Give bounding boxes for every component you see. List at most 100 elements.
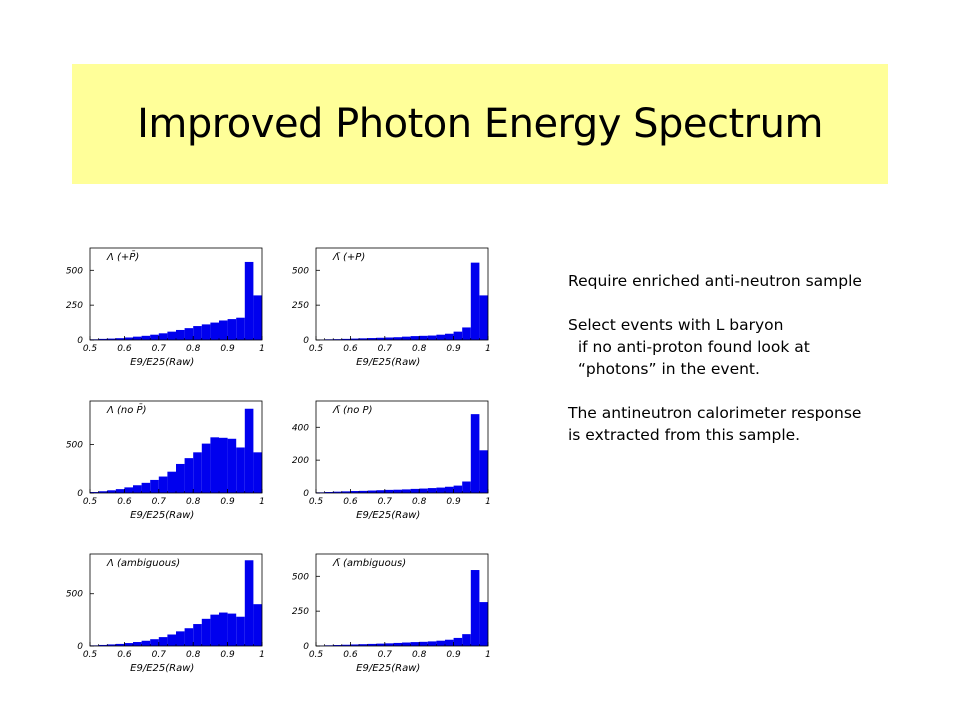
- histogram-bar: [384, 337, 394, 340]
- x-tick-label: 0.6: [343, 650, 358, 660]
- histogram-bar: [236, 447, 245, 493]
- slide-title: Improved Photon Energy Spectrum: [137, 101, 823, 147]
- histogram-bar: [445, 486, 454, 493]
- histogram-bar: [427, 641, 437, 646]
- histogram-4: 0.5 0.6 0.7 0.8 0.9 1 0 200 400 Λ̄ (no P) E9/E25(R…: [292, 400, 491, 521]
- histogram-bar: [107, 644, 116, 646]
- histogram-bar: [419, 335, 428, 340]
- x-tick-label: 0.7: [378, 497, 393, 507]
- y-tick-label: 500: [66, 266, 83, 276]
- histogram-bar: [210, 614, 219, 646]
- histogram-bar: [141, 640, 151, 646]
- y-tick-label: 500: [292, 572, 309, 582]
- histogram-bar: [124, 487, 133, 493]
- y-tick-label: 200: [292, 456, 309, 466]
- x-tick-label: 1: [259, 497, 265, 507]
- histogram-bar: [376, 643, 385, 646]
- x-tick-label: 0.9: [220, 650, 235, 660]
- histogram-bar: [210, 322, 219, 340]
- x-tick-label: 0.6: [117, 497, 132, 507]
- x-tick-label: 1: [259, 344, 265, 354]
- histogram-bar: [98, 338, 108, 340]
- x-tick-label: 1: [485, 497, 491, 507]
- x-tick-label: 0.6: [343, 344, 358, 354]
- x-tick-label: 0.9: [220, 344, 235, 354]
- histogram-bar: [210, 437, 219, 493]
- histogram-bar: [479, 602, 488, 646]
- histogram-bar: [107, 338, 116, 340]
- histogram-bar: [393, 489, 402, 493]
- histogram-bar: [244, 408, 254, 493]
- histogram-bar: [324, 492, 334, 493]
- x-tick-label: 0.7: [152, 344, 167, 354]
- histogram-bar: [419, 641, 428, 646]
- histogram-bar: [184, 328, 194, 340]
- histogram-bar: [393, 642, 402, 646]
- x-axis-label: E9/E25(Raw): [356, 510, 420, 521]
- histogram-bar: [402, 336, 411, 340]
- y-tick-label: 0: [77, 336, 83, 346]
- x-axis-label: E9/E25(Raw): [356, 357, 420, 368]
- chart-1: 0.5 0.6 0.7 0.8 0.9 1 0 250 500 Λ (+P̄) E9/E25(Raw…: [66, 247, 265, 368]
- notes-gap-2: [568, 380, 948, 402]
- y-tick-label: 500: [292, 266, 309, 276]
- x-tick-label: 0.5: [83, 497, 98, 507]
- notes-line-5: “photons” in the event.: [568, 360, 760, 378]
- histogram-bar: [124, 643, 133, 646]
- chart-3: 0.5 0.6 0.7 0.8 0.9 1 0 500 Λ (no P̄) E9/E25(Raw): [66, 400, 265, 521]
- histogram-bar: [462, 327, 471, 340]
- histogram-bar: [227, 438, 237, 493]
- chart-5: 0.5 0.6 0.7 0.8 0.9 1 0 500 Λ (ambiguous) E9/E25(…: [66, 553, 265, 674]
- histogram-3: 0.5 0.6 0.7 0.8 0.9 1 0 500 Λ (no P̄) E9/E25(Raw): [66, 400, 265, 521]
- legend-label: Λ (no P̄): [106, 403, 147, 416]
- histogram-bar: [384, 489, 394, 493]
- histogram-bar: [393, 337, 402, 340]
- histogram-bar: [333, 491, 342, 493]
- legend-label: Λ (+P̄): [106, 250, 139, 263]
- histogram-bar: [193, 624, 202, 646]
- histogram-bar: [150, 479, 159, 493]
- x-tick-label: 1: [485, 650, 491, 660]
- histogram-bar: [359, 644, 368, 646]
- histogram-bar: [98, 491, 108, 493]
- histogram-bar: [115, 338, 125, 340]
- histogram-bar: [462, 481, 471, 493]
- x-tick-label: 0.7: [378, 344, 393, 354]
- x-tick-label: 0.5: [83, 650, 98, 660]
- histogram-1: 0.5 0.6 0.7 0.8 0.9 1 0 250 500 Λ (+P̄) E9/E25(Raw…: [66, 247, 265, 368]
- x-tick-label: 0.5: [83, 344, 98, 354]
- legend-label: Λ̄ (no P): [332, 405, 373, 416]
- y-tick-label: 0: [303, 336, 309, 346]
- title-banner: Improved Photon Energy Spectrum: [72, 64, 888, 184]
- notes-line-4: if no anti-proton found look at: [568, 338, 810, 356]
- histogram-bar: [462, 634, 471, 646]
- histogram-bar: [201, 324, 211, 340]
- histogram-panel-6: 0.5 0.6 0.7 0.8 0.9 1 0 250 500 Λ̄ (ambiguous) E9/…: [288, 550, 491, 682]
- histogram-bar: [341, 338, 351, 340]
- y-tick-label: 500: [66, 590, 83, 600]
- histogram-bar: [410, 642, 420, 646]
- notes-line-1: Require enriched anti-neutron sample: [568, 272, 862, 290]
- histogram-bar: [150, 639, 159, 646]
- x-tick-label: 0.8: [412, 650, 427, 660]
- histogram-bar: [453, 331, 463, 340]
- histogram-2: 0.5 0.6 0.7 0.8 0.9 1 0 250 500 Λ̄ (+P) E9/E25(Raw…: [292, 247, 491, 368]
- histogram-bar: [176, 329, 185, 340]
- histogram-bar: [141, 335, 151, 340]
- histogram-bar: [176, 631, 185, 646]
- x-tick-label: 0.6: [117, 344, 132, 354]
- histogram-bar: [341, 644, 351, 646]
- histogram-bar: [90, 492, 99, 493]
- notes-line-7: The antineutron calorimeter response: [568, 404, 862, 422]
- histogram-bar: [244, 560, 254, 646]
- histogram-bar: [236, 317, 245, 340]
- x-tick-label: 0.8: [186, 650, 201, 660]
- histogram-bar: [445, 639, 454, 646]
- histogram-bar: [436, 487, 445, 493]
- histogram-bar: [236, 616, 245, 646]
- notes-line-8: is extracted from this sample.: [568, 426, 801, 444]
- histogram-bar: [341, 491, 351, 493]
- histogram-panel-5: 0.5 0.6 0.7 0.8 0.9 1 0 500 Λ (ambiguous) E9/E25(…: [62, 550, 265, 682]
- x-tick-label: 0.6: [343, 497, 358, 507]
- notes-gap-1: [568, 292, 948, 314]
